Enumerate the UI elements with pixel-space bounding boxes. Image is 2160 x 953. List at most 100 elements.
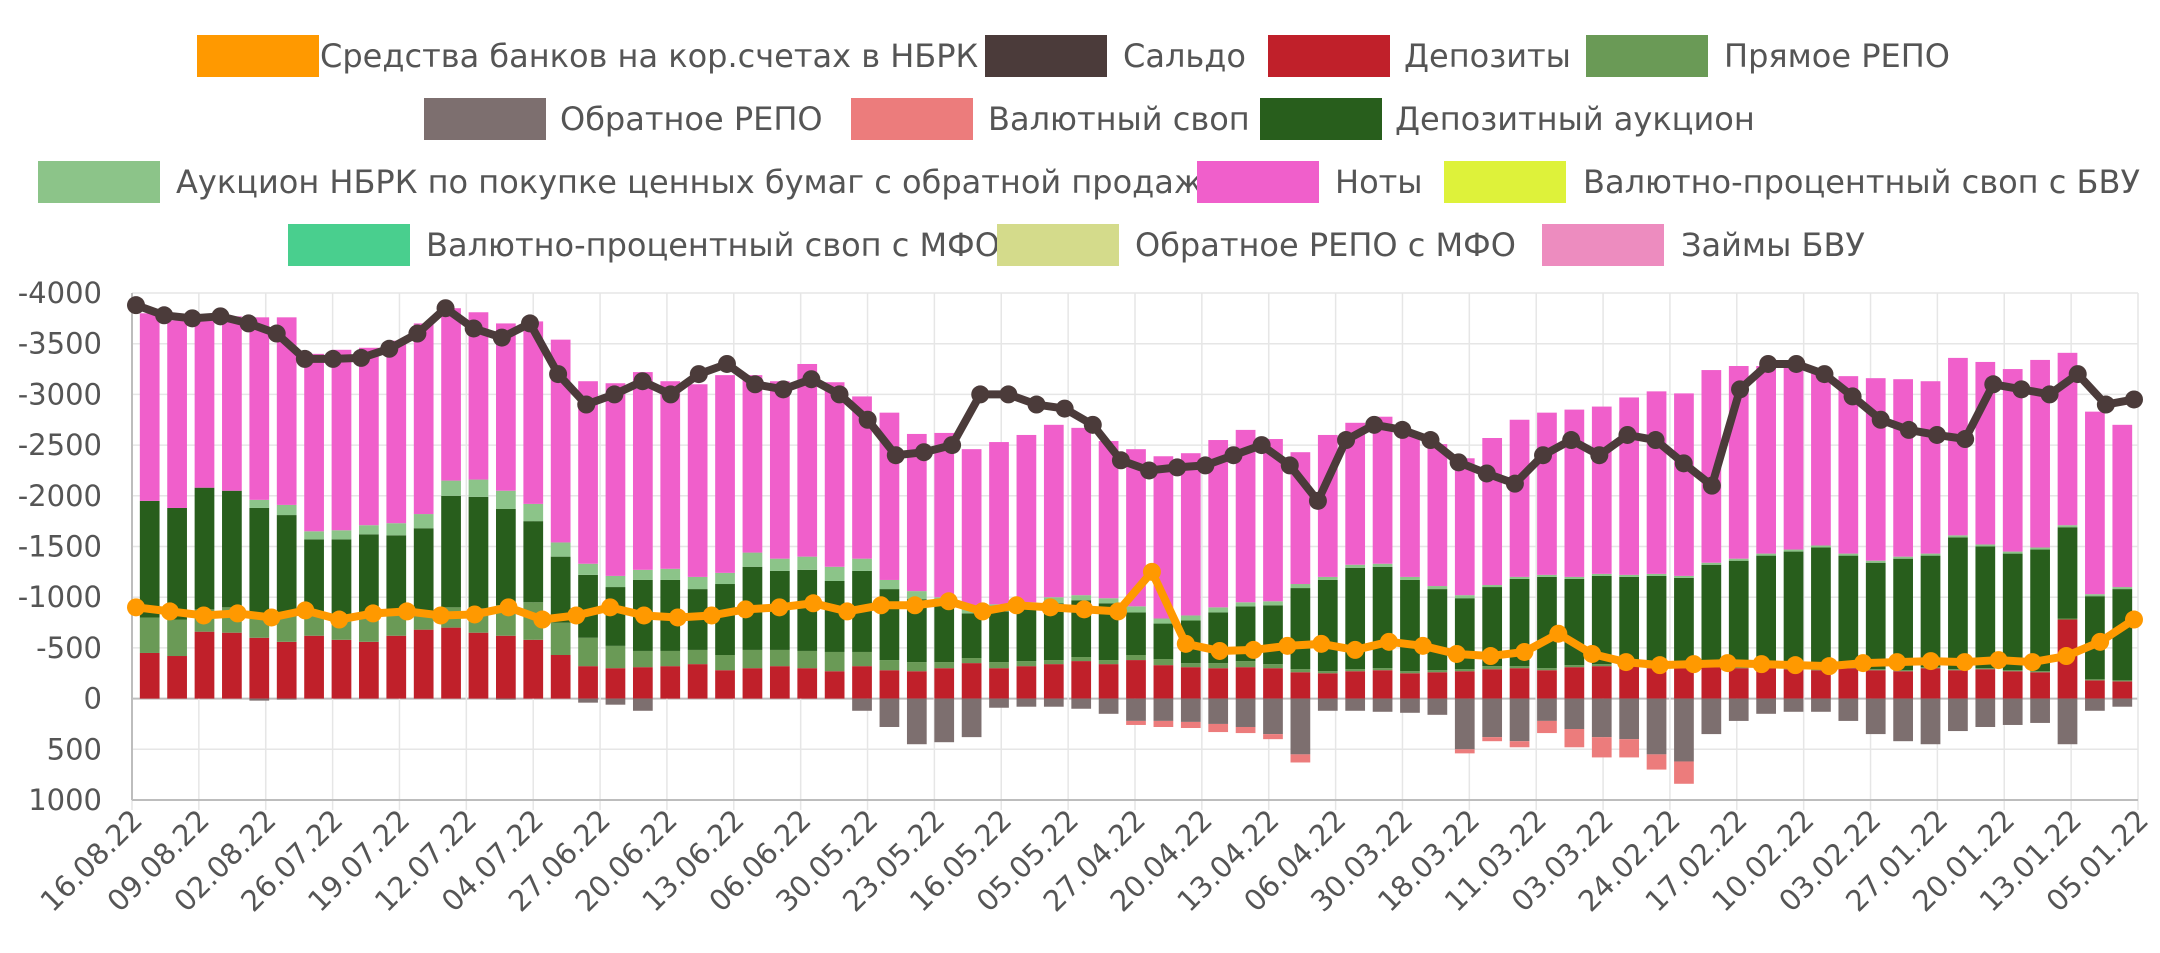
- line-point: [364, 604, 383, 623]
- legend-item-депозитный-аукцион[interactable]: Депозитный аукцион: [1260, 98, 1755, 140]
- bar-депозитный-аукцион: [1016, 608, 1037, 662]
- line-point: [1337, 431, 1356, 450]
- legend-item-валютно-процентный-своп-с-бву[interactable]: Валютно-процентный своп с БВУ: [1444, 161, 2140, 203]
- bar-аукцион-нбрк-по-покупке-ценных-бумаг-с-обратной-продажей: [1482, 585, 1503, 588]
- line-point: [1843, 387, 1862, 406]
- legend-item-валютно-процентный-своп-с-мфо[interactable]: Валютно-процентный своп с МФО: [288, 224, 1000, 266]
- bar-депозитный-аукцион: [1893, 558, 1913, 671]
- line-point: [1674, 454, 1693, 473]
- line-point: [262, 608, 281, 627]
- bar-обратное-репо: [1180, 698, 1201, 722]
- bar-депозитный-аукцион: [550, 556, 571, 623]
- bar-ноты: [2085, 411, 2105, 595]
- bar-обратное-репо: [578, 698, 598, 703]
- bar-депозиты: [1811, 670, 1831, 699]
- bar-обратное-репо: [2057, 698, 2078, 745]
- legend-swatch: [997, 224, 1119, 266]
- bar-обратное-репо: [1674, 698, 1694, 762]
- line-point: [1111, 451, 1130, 470]
- legend-label: Аукцион НБРК по покупке ценных бумаг с о…: [176, 163, 1243, 201]
- line-point: [1142, 562, 1161, 581]
- line-point: [939, 592, 958, 611]
- bar-прямое-репо: [632, 650, 653, 668]
- bar-депозитный-аукцион: [1756, 555, 1776, 668]
- line-point: [464, 319, 483, 338]
- bar-депозиты: [1865, 670, 1886, 699]
- line-point: [183, 309, 202, 328]
- bar-депозитный-аукцион: [2002, 553, 2023, 671]
- legend-label: Средства банков на кор.счетах в НБРК: [320, 37, 979, 75]
- bar-обратное-репо: [1454, 698, 1475, 750]
- bar-депозиты: [852, 666, 872, 699]
- line-series-сальдо: [127, 296, 2143, 510]
- line-point: [872, 596, 891, 615]
- bar-прямое-репо: [1400, 671, 1420, 674]
- bar-прямое-репо: [167, 619, 187, 657]
- line-point: [436, 299, 455, 318]
- legend-label: Сальдо: [1123, 37, 1246, 75]
- legend-item-обратное-репо-с-мфо[interactable]: Обратное РЕПО с МФО: [997, 224, 1516, 266]
- line-point: [1786, 656, 1805, 675]
- bar-аукцион-нбрк-по-покупке-ценных-бумаг-с-обратной-продажей: [1235, 602, 1256, 607]
- line-point: [736, 600, 755, 619]
- bar-аукцион-нбрк-по-покупке-ценных-бумаг-с-обратной-продажей: [1071, 595, 1092, 601]
- bar-прямое-репо: [550, 622, 571, 655]
- bar-депозитный-аукцион: [1482, 587, 1503, 667]
- y-tick-label: -500: [36, 631, 102, 665]
- bar-депозиты: [1591, 666, 1612, 699]
- legend-swatch: [1260, 98, 1382, 140]
- legend-item-сальдо[interactable]: Сальдо: [985, 35, 1246, 77]
- legend-item-средства-банков-на-кор-счетах-в-нбрк[interactable]: Средства банков на кор.счетах в НБРК: [197, 35, 979, 77]
- bar-ноты: [1180, 453, 1201, 616]
- bar-обратное-репо: [1372, 698, 1393, 712]
- bar-депозиты: [496, 635, 516, 699]
- line-point: [689, 365, 708, 384]
- bar-депозитный-аукцион: [331, 539, 352, 617]
- line-point: [330, 610, 349, 629]
- line-point: [211, 307, 230, 326]
- bar-депозиты: [1098, 664, 1119, 699]
- line-point: [1252, 436, 1271, 455]
- bar-ноты: [1016, 434, 1037, 603]
- bar-ноты: [989, 442, 1009, 605]
- bar-обратное-репо: [1646, 698, 1667, 755]
- line-point: [352, 348, 371, 367]
- line-point: [770, 598, 789, 617]
- bar-депозиты: [578, 666, 598, 699]
- legend-item-обратное-репо[interactable]: Обратное РЕПО: [424, 98, 823, 140]
- line-point: [634, 606, 653, 625]
- legend-item-аукцион-нбрк-по-покупке-ценных-бумаг-с-обратной-продажей[interactable]: Аукцион НБРК по покупке ценных бумаг с о…: [38, 161, 1243, 203]
- bar-депозиты: [1317, 673, 1338, 699]
- bar-депозиты: [249, 637, 270, 699]
- line-point: [1196, 456, 1215, 475]
- bar-ноты: [304, 353, 324, 532]
- line-point: [914, 443, 933, 462]
- bar-депозитный-аукцион: [1701, 564, 1722, 667]
- bar-валютный-своп: [1126, 720, 1146, 725]
- bar-ноты: [797, 363, 818, 557]
- bar-ноты: [769, 381, 790, 559]
- legend-item-валютный-своп[interactable]: Валютный своп: [851, 98, 1250, 140]
- line-point: [605, 385, 624, 404]
- bar-депозитный-аукцион: [1811, 547, 1831, 670]
- bar-обратное-репо: [1591, 698, 1612, 738]
- bar-аукцион-нбрк-по-покупке-ценных-бумаг-с-обратной-продажей: [413, 514, 434, 529]
- y-tick-label: 500: [47, 732, 102, 766]
- legend-item-прямое-репо[interactable]: Прямое РЕПО: [1586, 35, 1950, 77]
- bar-прямое-репо: [359, 617, 379, 642]
- legend-item-депозиты[interactable]: Депозиты: [1268, 35, 1571, 77]
- line-point: [1027, 395, 1046, 414]
- legend-item-ноты[interactable]: Ноты: [1197, 161, 1423, 203]
- line-point: [194, 606, 213, 625]
- legend-item-займы-бву[interactable]: Займы БВУ: [1542, 224, 1865, 266]
- bar-ноты: [194, 315, 215, 488]
- bar-депозитный-аукцион: [276, 515, 297, 617]
- bars: [139, 308, 2133, 784]
- bar-аукцион-нбрк-по-покупке-ценных-бумаг-с-обратной-продажей: [1811, 545, 1831, 548]
- y-tick-label: -3000: [18, 377, 102, 411]
- bar-аукцион-нбрк-по-покупке-ценных-бумаг-с-обратной-продажей: [468, 479, 489, 497]
- bar-депозиты: [1290, 672, 1311, 699]
- line-point: [1871, 410, 1890, 429]
- bar-депозиты: [632, 667, 653, 699]
- bar-прямое-репо: [1537, 668, 1557, 671]
